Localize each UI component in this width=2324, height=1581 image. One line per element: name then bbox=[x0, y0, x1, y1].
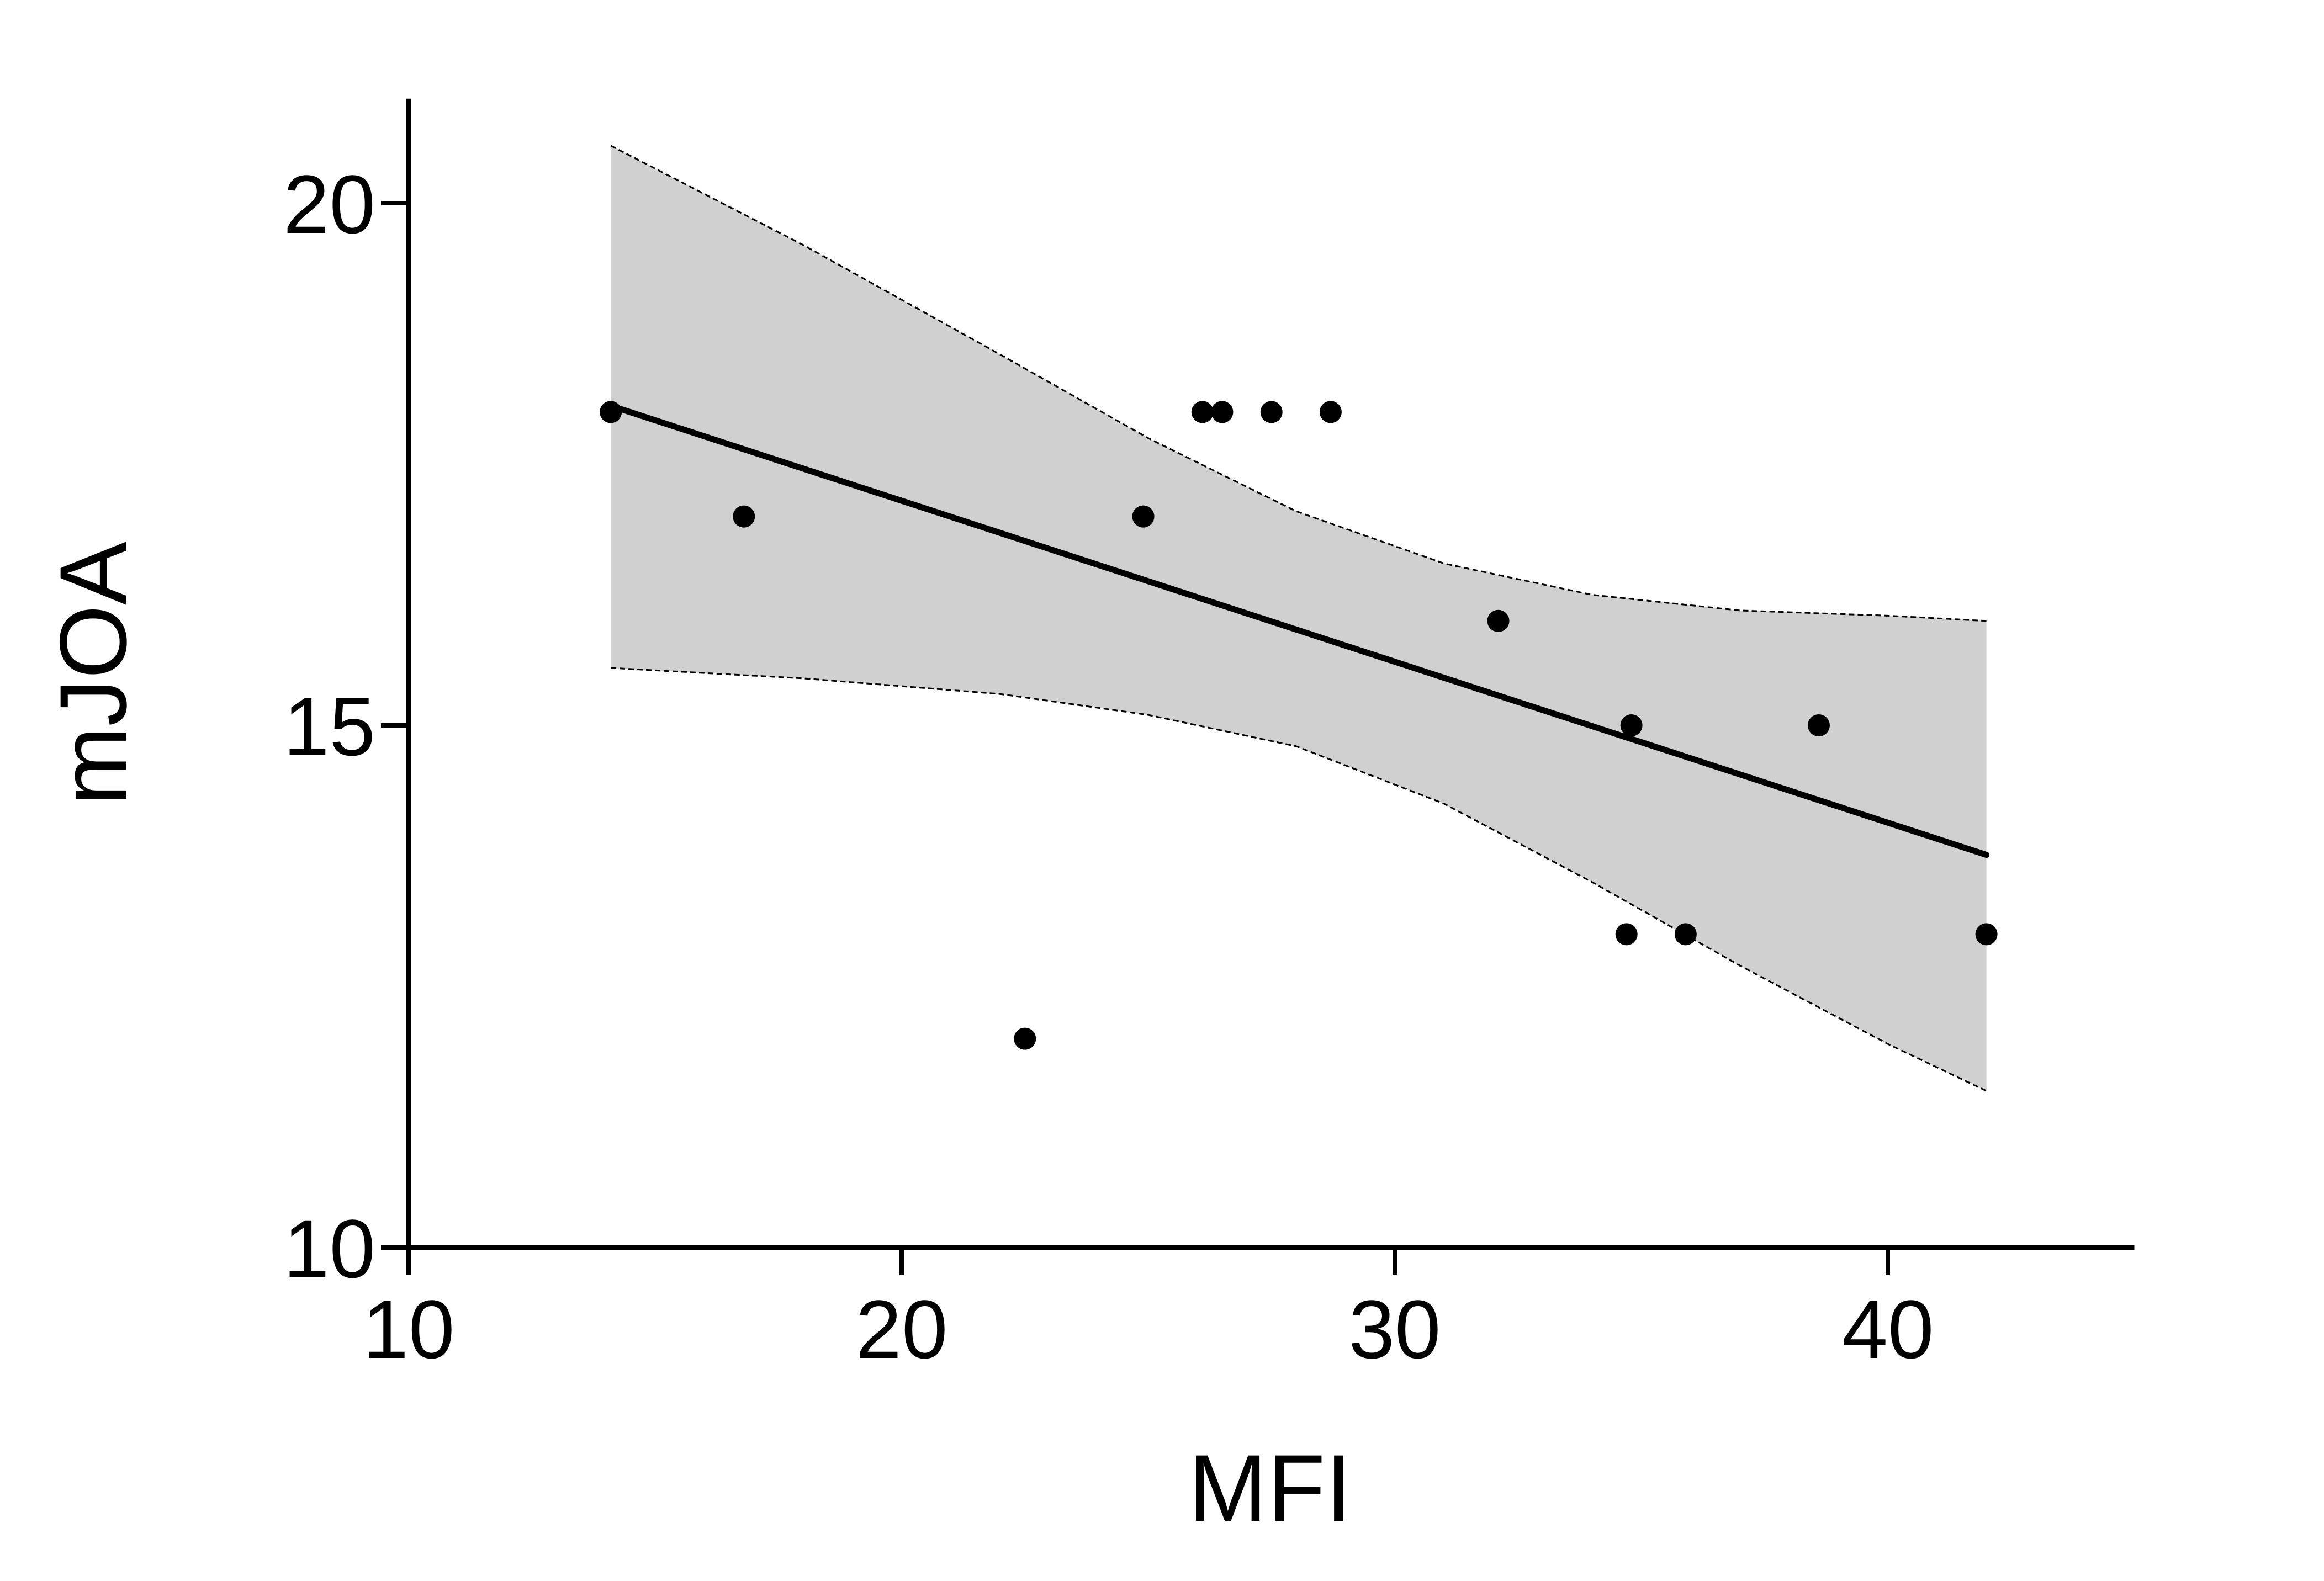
data-point bbox=[1191, 401, 1214, 423]
regression-line bbox=[607, 402, 1990, 858]
data-point bbox=[1260, 401, 1283, 423]
data-point bbox=[1807, 714, 1830, 736]
data-point bbox=[600, 401, 622, 423]
x-tick-label: 20 bbox=[856, 1283, 948, 1376]
data-point bbox=[1319, 401, 1342, 423]
x-axis-ticks: 10 20 30 40 bbox=[363, 1248, 1934, 1376]
data-point bbox=[1975, 923, 1998, 946]
data-point bbox=[733, 505, 755, 528]
x-tick-label: 40 bbox=[1842, 1283, 1934, 1376]
y-tick-label: 15 bbox=[283, 680, 375, 773]
data-point bbox=[1620, 714, 1643, 736]
data-points-layer bbox=[600, 401, 1998, 1050]
confidence-band-fill bbox=[611, 145, 1987, 1091]
regression-line-layer bbox=[607, 402, 1990, 858]
data-point bbox=[1014, 1027, 1036, 1050]
y-tick-label: 20 bbox=[283, 158, 375, 251]
y-axis-label: mJOA bbox=[40, 542, 146, 805]
data-point bbox=[1487, 609, 1510, 632]
y-tick-label: 10 bbox=[283, 1202, 375, 1295]
data-point bbox=[1615, 923, 1638, 946]
confidence-band-layer bbox=[610, 145, 1987, 1092]
x-tick-label: 30 bbox=[1349, 1283, 1441, 1376]
y-axis-ticks: 10 15 20 bbox=[283, 158, 409, 1295]
axes-layer: 10 20 30 40 10 15 20 bbox=[283, 98, 2135, 1376]
data-point bbox=[1674, 923, 1697, 946]
data-point bbox=[1211, 401, 1234, 423]
x-axis-label: MFI bbox=[1188, 1435, 1352, 1541]
confidence-band-lower bbox=[611, 667, 1987, 1092]
confidence-band-upper bbox=[610, 145, 1987, 622]
data-point bbox=[1132, 505, 1155, 528]
x-tick-label: 10 bbox=[363, 1283, 455, 1376]
